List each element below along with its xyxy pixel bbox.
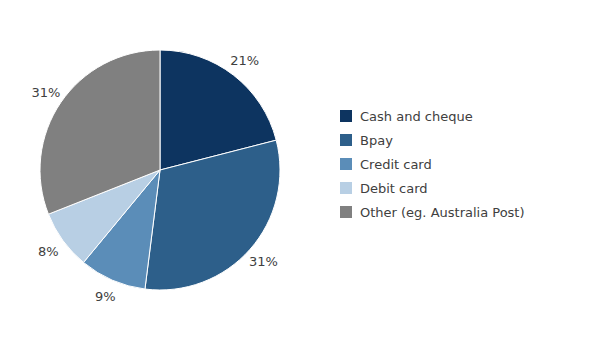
- legend-label: Other (eg. Australia Post): [360, 205, 525, 220]
- legend: Cash and cheque Bpay Credit card Debit card…: [340, 109, 525, 220]
- pie: [40, 50, 280, 290]
- legend-item: Bpay: [340, 133, 393, 148]
- data-labels: 21% 31% 9% 8% 31%: [31, 53, 278, 304]
- data-label: 9%: [95, 289, 116, 304]
- legend-item: Debit card: [340, 181, 428, 196]
- chart: 21% 31% 9% 8% 31% Cash and cheque Bpay Credit c…: [0, 0, 605, 340]
- legend-swatch: [340, 158, 352, 170]
- data-label: 31%: [249, 254, 278, 269]
- legend-label: Cash and cheque: [360, 109, 473, 124]
- legend-item: Other (eg. Australia Post): [340, 205, 525, 220]
- legend-swatch: [340, 206, 352, 218]
- data-label: 8%: [38, 244, 59, 259]
- legend-item: Credit card: [340, 157, 432, 172]
- legend-swatch: [340, 110, 352, 122]
- legend-item: Cash and cheque: [340, 109, 473, 124]
- data-label: 31%: [31, 85, 60, 100]
- pie-slice: [40, 50, 160, 214]
- legend-label: Bpay: [360, 133, 393, 148]
- legend-label: Credit card: [360, 157, 432, 172]
- legend-label: Debit card: [360, 181, 428, 196]
- pie-slice: [145, 140, 280, 290]
- data-label: 21%: [230, 53, 259, 68]
- legend-swatch: [340, 134, 352, 146]
- legend-swatch: [340, 182, 352, 194]
